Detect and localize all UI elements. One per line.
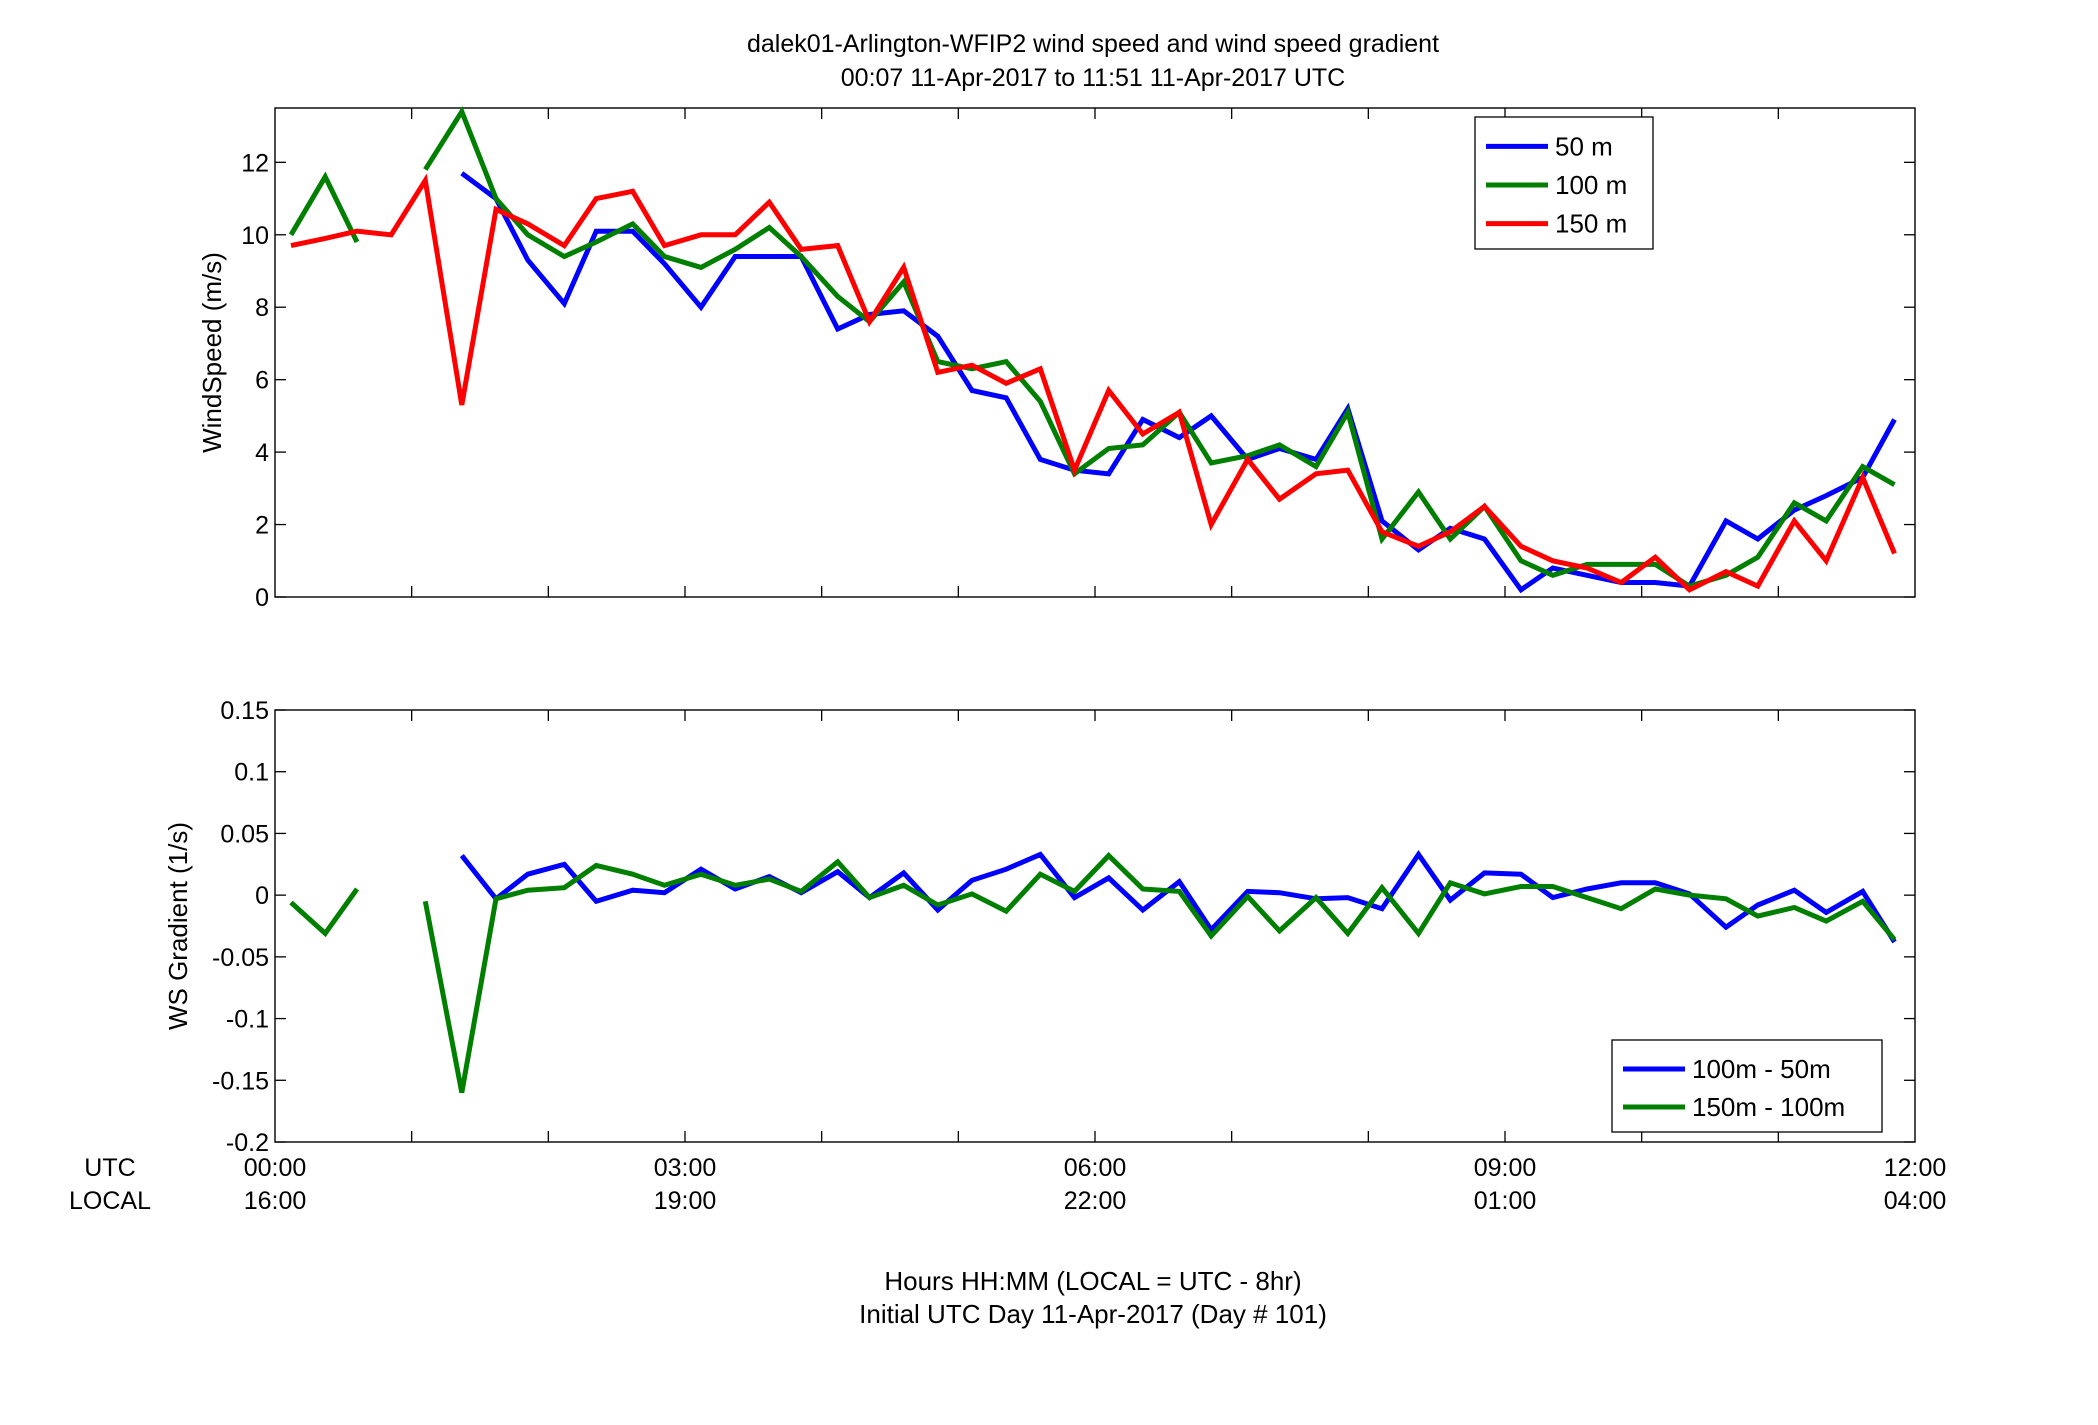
local-tick-label: 22:00 — [1064, 1187, 1127, 1215]
y-tick-label: 0 — [255, 584, 269, 612]
x-axis-label-line2: Initial UTC Day 11-Apr-2017 (Day # 101) — [859, 1299, 1327, 1329]
x-axis-label-line1: Hours HH:MM (LOCAL = UTC - 8hr) — [884, 1266, 1301, 1296]
plot-frame — [274, 107, 1916, 598]
legend-label: 50 m — [1555, 131, 1613, 161]
series-line-segment — [288, 171, 360, 244]
time-axis-labels: UTC LOCAL 00:00 16:00 03:00 19:00 06:00 22:00… — [69, 1154, 1946, 1215]
series-50-m — [460, 171, 1897, 594]
y-tick-label: -0.2 — [226, 1129, 269, 1157]
windspeed-panel: 0 2 4 6 8 10 12 WindSpeed (m/s) 50 m 100 m 150 m — [197, 106, 1916, 612]
y-axis-label: WindSpeed (m/s) — [197, 252, 227, 453]
y-tick-label: -0.05 — [212, 944, 269, 972]
local-row-label: LOCAL — [69, 1187, 151, 1215]
legend-label: 150 m — [1555, 209, 1627, 239]
chart-title-line1: dalek01-Arlington-WFIP2 wind speed and w… — [747, 30, 1439, 58]
local-tick-label: 01:00 — [1474, 1187, 1537, 1215]
series-150m-100m — [289, 852, 1897, 1094]
series-100m-50m — [459, 849, 1897, 944]
y-tick-label: -0.15 — [212, 1067, 269, 1095]
series-line-segment — [290, 173, 1897, 593]
y-tick-label: 0.15 — [220, 697, 269, 725]
series-line-segment — [460, 171, 1897, 594]
series-100-m — [288, 106, 1896, 589]
series-line-segment — [459, 849, 1897, 944]
legend-label: 150m - 100m — [1692, 1092, 1845, 1122]
y-tick-label: 10 — [241, 222, 269, 250]
legend-box — [1611, 1039, 1883, 1133]
utc-tick-label: 09:00 — [1474, 1154, 1537, 1182]
utc-tick-label: 12:00 — [1884, 1154, 1947, 1182]
local-tick-label: 04:00 — [1884, 1187, 1947, 1215]
y-tick-label: -0.1 — [226, 1006, 269, 1034]
y-tick-label: 0.1 — [234, 759, 269, 787]
utc-tick-label: 00:00 — [244, 1154, 307, 1182]
y-tick-label: 12 — [241, 149, 269, 177]
series-150-m — [290, 173, 1897, 593]
legend: 50 m 100 m 150 m — [1474, 116, 1654, 250]
local-tick-label: 16:00 — [244, 1187, 307, 1215]
utc-row-label: UTC — [84, 1154, 135, 1182]
chart-title-line2: 00:07 11-Apr-2017 to 11:51 11-Apr-2017 U… — [841, 64, 1345, 92]
legend: 100m - 50m 150m - 100m — [1611, 1039, 1883, 1133]
y-tick-label: 8 — [255, 294, 269, 322]
utc-tick-label: 03:00 — [654, 1154, 717, 1182]
series-line-segment — [423, 106, 1896, 589]
local-tick-label: 19:00 — [654, 1187, 717, 1215]
legend-label: 100m - 50m — [1692, 1054, 1831, 1084]
series-line-segment — [289, 887, 360, 938]
y-tick-label: 2 — [255, 512, 269, 540]
y-tick-label: 4 — [255, 439, 269, 467]
y-tick-label: 0.05 — [220, 820, 269, 848]
series-line-segment — [422, 852, 1897, 1094]
y-tick-label: 6 — [255, 367, 269, 395]
utc-tick-label: 06:00 — [1064, 1154, 1127, 1182]
legend-label: 100 m — [1555, 170, 1627, 200]
y-tick-label: 0 — [255, 882, 269, 910]
gradient-panel: -0.2 -0.15 -0.1 -0.05 0 0.05 0.1 0.15 WS Gradien… — [163, 697, 1916, 1157]
y-axis-label: WS Gradient (1/s) — [163, 822, 193, 1030]
